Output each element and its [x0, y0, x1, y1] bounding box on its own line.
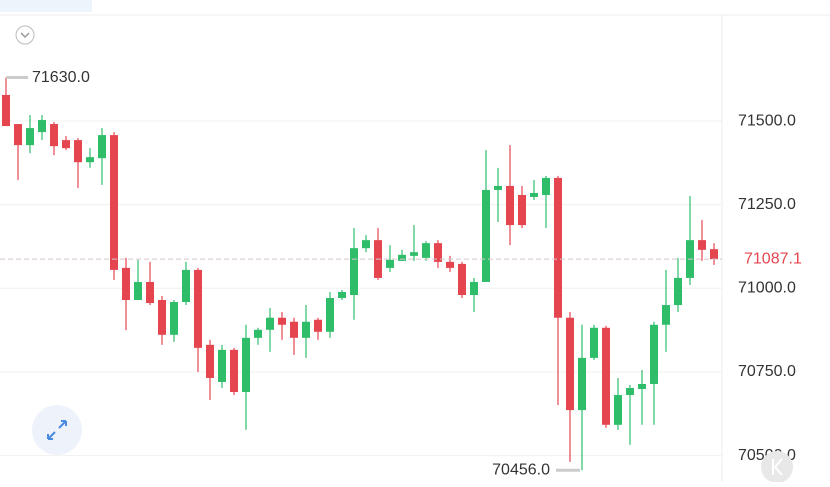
candle-body — [554, 177, 562, 318]
candle-body — [326, 298, 334, 332]
candle-body — [542, 177, 550, 195]
candle-body — [482, 189, 490, 282]
candle-body — [254, 329, 262, 338]
candle-body — [470, 281, 478, 295]
candle-body — [206, 344, 214, 378]
candle-body — [638, 383, 646, 390]
candle-body — [494, 185, 502, 190]
candle-body — [518, 194, 526, 226]
candle-body — [50, 124, 58, 147]
candle-body — [218, 349, 226, 382]
candle-body — [182, 269, 190, 303]
candle-body — [242, 337, 250, 393]
candle-body — [446, 261, 454, 268]
candle-body — [530, 192, 538, 197]
fullscreen-button[interactable] — [32, 405, 82, 455]
candle-body — [122, 267, 130, 301]
candle-body — [338, 291, 346, 299]
candle-body — [506, 185, 514, 226]
tab-bar — [0, 0, 92, 12]
candle-body — [710, 249, 718, 260]
candle-body — [674, 277, 682, 306]
candle-body — [194, 269, 202, 348]
plot: 70500.070750.071000.071250.071500.071087… — [0, 69, 830, 479]
candle-body — [134, 281, 142, 301]
candle-body — [74, 140, 82, 163]
candle-body — [434, 243, 442, 262]
y-tick-label: 71000.0 — [738, 280, 796, 297]
candle-body — [662, 305, 670, 325]
min-marker-label: 70456.0 — [492, 462, 550, 479]
collapse-button[interactable] — [15, 25, 35, 45]
candle-body — [62, 140, 70, 149]
candle-body — [350, 248, 358, 295]
candle-body — [458, 263, 466, 295]
candle-body — [170, 302, 178, 335]
candle-body — [26, 128, 34, 146]
candle-body — [302, 321, 310, 338]
candle-body — [422, 243, 430, 258]
y-tick-label: 70750.0 — [738, 363, 796, 380]
candle-body — [98, 135, 106, 159]
candle-body — [386, 259, 394, 268]
candle-body — [626, 387, 634, 396]
scroll-latest-button[interactable] — [761, 451, 793, 483]
candle-body — [278, 317, 286, 325]
last-price-bg — [734, 247, 830, 272]
candle-body — [578, 357, 586, 411]
candle-body — [602, 327, 610, 425]
candle-body — [266, 317, 274, 330]
last-price-label: 71087.1 — [744, 250, 802, 267]
max-marker-label: 71630.0 — [32, 69, 90, 86]
candle-body — [2, 94, 10, 127]
candle-body — [14, 124, 22, 146]
candle-body — [38, 120, 46, 133]
candle-body — [614, 395, 622, 425]
candle-body — [590, 327, 598, 358]
candle-body — [290, 321, 298, 338]
candle-body — [398, 254, 406, 261]
candle-body — [698, 240, 706, 250]
y-tick-label: 71250.0 — [738, 196, 796, 213]
candle-body — [158, 300, 166, 335]
candle-body — [566, 317, 574, 411]
candle-body — [110, 135, 118, 270]
candle-body — [86, 157, 94, 163]
candle-body — [146, 281, 154, 304]
candle-body — [230, 349, 238, 393]
candle-body — [362, 240, 370, 249]
candle-body — [314, 319, 322, 332]
candle-body — [650, 324, 658, 384]
candle-body — [410, 252, 418, 256]
y-tick-label: 71500.0 — [738, 112, 796, 129]
